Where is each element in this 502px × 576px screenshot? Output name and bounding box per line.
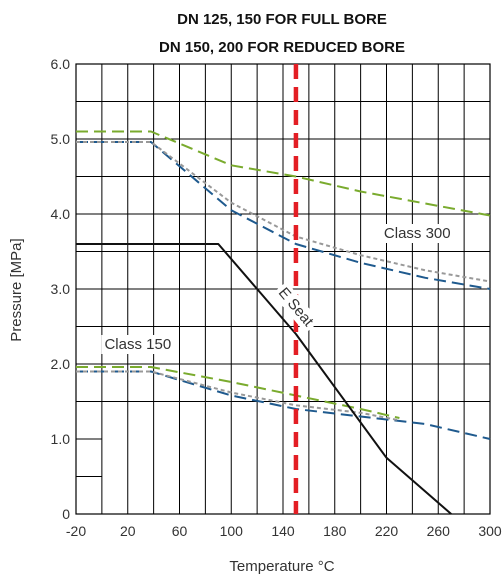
x-tick-label: 100 <box>220 523 244 539</box>
annotation-background <box>380 224 454 243</box>
chart-title: DN 125, 150 FOR FULL BORE <box>177 11 387 28</box>
x-tick-label: 140 <box>271 523 295 539</box>
x-tick-label: 180 <box>323 523 347 539</box>
series-line-2 <box>76 141 491 290</box>
y-tick-label: 3.0 <box>51 281 71 297</box>
series-line-1 <box>76 130 491 217</box>
annotation-background <box>272 281 320 334</box>
x-tick-label: 260 <box>427 523 451 539</box>
series-line-6 <box>76 370 400 422</box>
series-line-4 <box>76 366 400 419</box>
series-line-7 <box>76 243 452 515</box>
annotation-1: Class 300 <box>380 224 454 243</box>
x-tick-label: 20 <box>120 523 136 539</box>
x-tick-label: 300 <box>478 523 502 539</box>
annotation-text: Class 150 <box>104 336 171 353</box>
y-tick-label: 2.0 <box>51 356 71 372</box>
y-tick-label: 5.0 <box>51 131 71 147</box>
y-axis-label: Pressure [MPa] <box>8 238 25 341</box>
x-tick-label: 60 <box>172 523 188 539</box>
y-tick-label: 6.0 <box>51 56 71 72</box>
y-tick-label: 1.0 <box>51 431 71 447</box>
annotation-text: Class 300 <box>384 225 451 242</box>
x-tick-label: -20 <box>66 523 86 539</box>
x-axis-label: Temperature °C <box>229 558 334 575</box>
y-tick-label: 0 <box>62 506 70 522</box>
annotation-2: Class 150 <box>101 335 175 354</box>
x-tick-label: 220 <box>375 523 399 539</box>
y-tick-label: 4.0 <box>51 206 71 222</box>
ticks-layer: -20 20 60 100 140 180 220 260 300 0 1.0 2.0 3.0 4.0 5.… <box>51 56 502 539</box>
chart-subtitle: DN 150, 200 FOR REDUCED BORE <box>159 39 405 56</box>
annotation-background <box>101 335 175 354</box>
